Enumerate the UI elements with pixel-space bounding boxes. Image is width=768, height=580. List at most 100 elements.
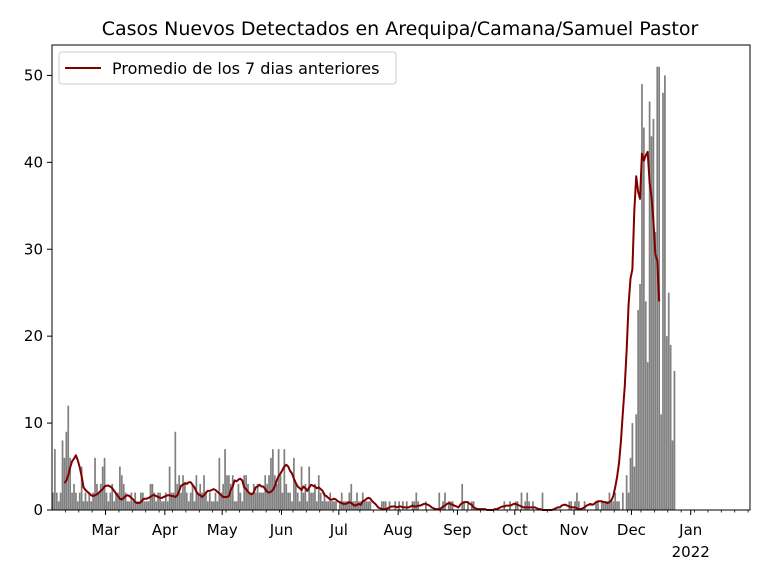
bar: [69, 457, 72, 510]
x-tick-label: Mar: [91, 521, 120, 539]
bar: [166, 501, 169, 510]
bar: [597, 501, 599, 510]
bar: [298, 501, 301, 510]
bar: [92, 492, 94, 510]
bar: [627, 492, 630, 510]
bar: [170, 492, 173, 510]
bar: [233, 501, 236, 510]
bar: [671, 440, 674, 510]
bar: [59, 492, 62, 510]
bar: [614, 492, 617, 510]
bar: [277, 449, 280, 510]
bar: [302, 492, 305, 510]
bar: [644, 301, 647, 510]
x-tick-label: Nov: [559, 521, 588, 539]
bar: [109, 492, 112, 510]
x-tick-label: Jun: [269, 521, 293, 539]
bar: [210, 501, 213, 510]
bar: [185, 492, 188, 510]
bar: [218, 457, 221, 510]
bar: [250, 492, 253, 510]
bar: [650, 136, 653, 510]
bar: [629, 457, 632, 510]
bar: [260, 492, 263, 510]
bar: [660, 414, 662, 510]
bar: [641, 84, 643, 511]
bar: [310, 492, 312, 510]
bar: [317, 475, 320, 510]
bar: [304, 483, 307, 510]
bar: [524, 501, 527, 510]
bar: [602, 501, 605, 510]
bar: [281, 492, 284, 510]
bar: [388, 501, 391, 510]
bar: [342, 501, 345, 510]
bar: [621, 492, 624, 510]
y-tick-label: 20: [24, 327, 43, 345]
bar: [54, 449, 56, 510]
bar: [105, 492, 108, 510]
x-tick-label: Aug: [383, 521, 412, 539]
bar: [220, 492, 223, 510]
bar: [82, 501, 85, 510]
bar: [612, 501, 615, 510]
bar: [610, 501, 613, 510]
bar: [350, 483, 353, 510]
bar: [76, 501, 79, 510]
bar: [107, 501, 110, 510]
y-tick-label: 40: [24, 153, 43, 171]
y-tick-label: 50: [24, 66, 43, 84]
bar: [365, 501, 368, 510]
bar: [287, 492, 290, 510]
bar: [296, 492, 299, 510]
bar: [574, 501, 576, 510]
bar: [132, 501, 135, 510]
bar: [463, 501, 465, 510]
bar: [652, 118, 655, 510]
bar: [153, 492, 156, 510]
bar: [252, 483, 255, 510]
line-layer: [63, 150, 661, 511]
bar: [157, 492, 159, 510]
bar: [526, 492, 529, 510]
bar: [654, 231, 657, 510]
x-axis: Mar Apr May Jun Jul Aug Sep Oct Nov Dec Jan 2022: [64, 510, 749, 561]
bar: [136, 501, 138, 510]
bar: [665, 336, 668, 510]
x-tick-label: Dec: [617, 521, 646, 539]
bar: [208, 492, 211, 510]
bar: [258, 492, 261, 510]
bar: [577, 501, 580, 510]
bar: [333, 501, 335, 510]
bar: [254, 492, 257, 510]
bar: [201, 492, 203, 510]
bar: [71, 492, 73, 510]
bar: [126, 501, 129, 510]
bar: [639, 284, 641, 510]
bar: [618, 501, 620, 510]
bar: [172, 492, 175, 510]
bar: [130, 492, 133, 510]
bar: [583, 501, 586, 510]
bar: [312, 492, 314, 510]
x-tick-label: May: [207, 521, 238, 539]
x-tick-label: Jul: [329, 521, 348, 539]
bar: [637, 310, 639, 510]
bar: [293, 457, 295, 510]
bar: [319, 492, 322, 510]
bar: [191, 483, 194, 510]
bar: [78, 492, 81, 510]
bar: [616, 501, 618, 510]
bar: [189, 492, 192, 510]
bar: [115, 492, 117, 510]
bar: [631, 423, 634, 510]
bar: [635, 414, 638, 510]
bar: [164, 492, 167, 510]
bar: [180, 492, 182, 510]
bar: [262, 492, 265, 510]
x-tick-label: Jan: [678, 521, 702, 539]
bar: [528, 501, 530, 510]
bar: [294, 483, 297, 510]
bar: [228, 475, 230, 510]
